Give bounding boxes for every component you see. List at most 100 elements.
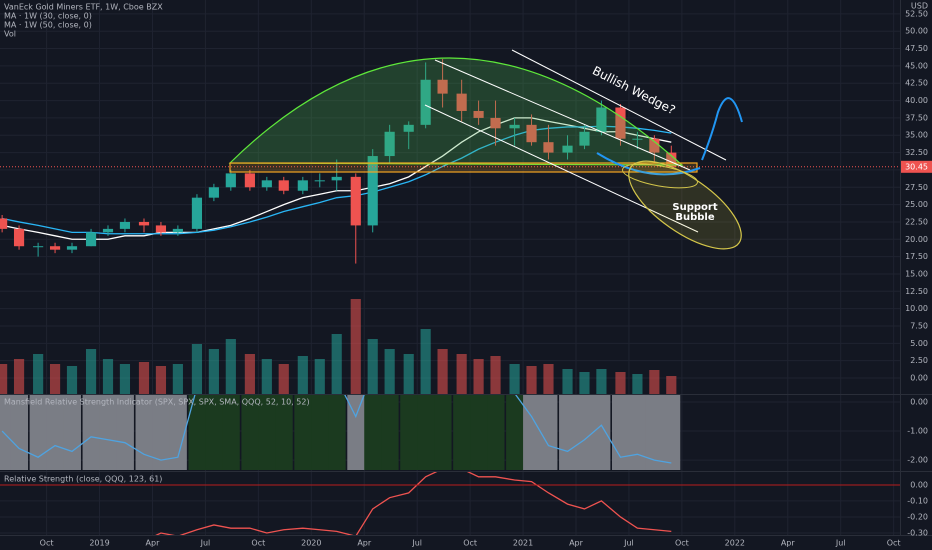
volume-bar [420,329,431,394]
y-tick-label: 17.50 [905,252,928,261]
regime-band [506,395,524,470]
pane-title: Relative Strength (close, QQQ, 123, 61) [4,475,162,484]
volume-bar [490,356,501,394]
candle-body [138,221,150,226]
candle-body [403,124,414,132]
y-tick-label: 10.00 [905,304,928,313]
annotation: Bubble [675,212,714,223]
regime-band [628,395,647,470]
wedge-line [511,49,727,161]
candle-body [33,246,44,248]
y-tick-label: 52.50 [905,9,928,18]
x-tick-label: 2022 [725,539,745,548]
y-tick-label: 5.00 [910,339,928,348]
title: VanEck Gold Miners ETF, 1W, Cboe BZX [4,3,163,12]
regime-band [205,395,223,470]
line [1,117,672,240]
y-tick-label: 27.50 [905,183,928,192]
candle-body [350,176,361,226]
candle-body [543,142,554,153]
volume-bar [172,364,183,394]
volume-bar [437,349,448,394]
y-tick-label: 40.00 [905,96,928,105]
candle-body [490,117,501,129]
candle-body [615,107,626,139]
last-price-label: 30.45 [905,162,928,171]
regime-band [470,395,488,470]
arc [228,57,684,166]
volume-bar [66,366,78,394]
y-tick-label: -2.00 [907,456,928,465]
candle-body [297,180,308,191]
candle-body [579,131,590,146]
regime-band [453,395,471,470]
y-tick-label: 25.00 [905,200,928,209]
y-tick-label: 45.00 [905,61,928,70]
y-tick-label: 35.00 [905,131,928,140]
candle-body [526,124,537,143]
volume-bar [225,339,236,394]
regime-band [576,395,594,470]
regime-band [417,395,435,470]
volume-bar [403,354,414,394]
regime-band [347,395,365,470]
volume-bar [244,354,255,394]
candle-body [367,156,378,226]
candle-body [191,197,203,229]
regime-band [0,395,12,470]
candle-body [66,246,78,250]
regime-band [169,395,187,470]
channel-top [434,59,691,171]
x-tick-label: Jul [835,539,846,548]
candle-body [420,79,431,125]
regime-band [311,395,329,470]
blue-swoosh [701,97,743,161]
x-tick-label: Apr [146,539,161,548]
candle-body [0,218,8,229]
legend-item: MA · 1W (30, close, 0) [4,12,92,21]
regime-band [612,395,630,470]
candle-body [331,176,342,181]
x-tick-label: Oct [40,539,54,548]
blue-curve [596,152,701,176]
y-tick-label: 50.00 [905,27,928,36]
regime-band [152,395,170,470]
candle-body [155,225,167,233]
x-tick-label: Oct [887,539,901,548]
legend: VanEck Gold Miners ETF, 1W, Cboe BZX MA … [4,2,928,484]
support-bubble [628,160,742,250]
volume-bar [119,364,131,394]
regime-band [188,395,206,470]
regime-band [82,395,101,470]
volume-bar [102,359,114,394]
y-tick-label: 20.00 [905,235,928,244]
regime-band [29,395,48,470]
volume-bar [297,356,308,394]
support-zone [229,162,698,173]
x-tick-label: 2020 [301,539,321,548]
last-price-box [901,160,932,173]
volume-bar [526,366,537,394]
regime-band [559,395,577,470]
y-tick-label: 0.00 [910,374,928,383]
regime-band [364,395,382,470]
candle-body [384,131,395,157]
candle-body [208,187,219,198]
candle-body [278,180,289,191]
candle-body [596,107,607,132]
regime-band [46,395,65,470]
candle-body [437,79,448,94]
volume-bar [615,372,626,394]
y-tick-label: 12.50 [905,287,928,296]
volume-bar [384,349,395,394]
volume-bar [666,376,677,394]
volume-bar [350,299,361,394]
grid [0,0,900,535]
x-tick-label: Jul [200,539,211,548]
volume-bar [85,349,97,394]
candle-body [49,246,61,250]
volume-bar [49,364,61,394]
regime-band [258,395,276,470]
volume-bar [155,366,167,394]
line [155,472,672,535]
